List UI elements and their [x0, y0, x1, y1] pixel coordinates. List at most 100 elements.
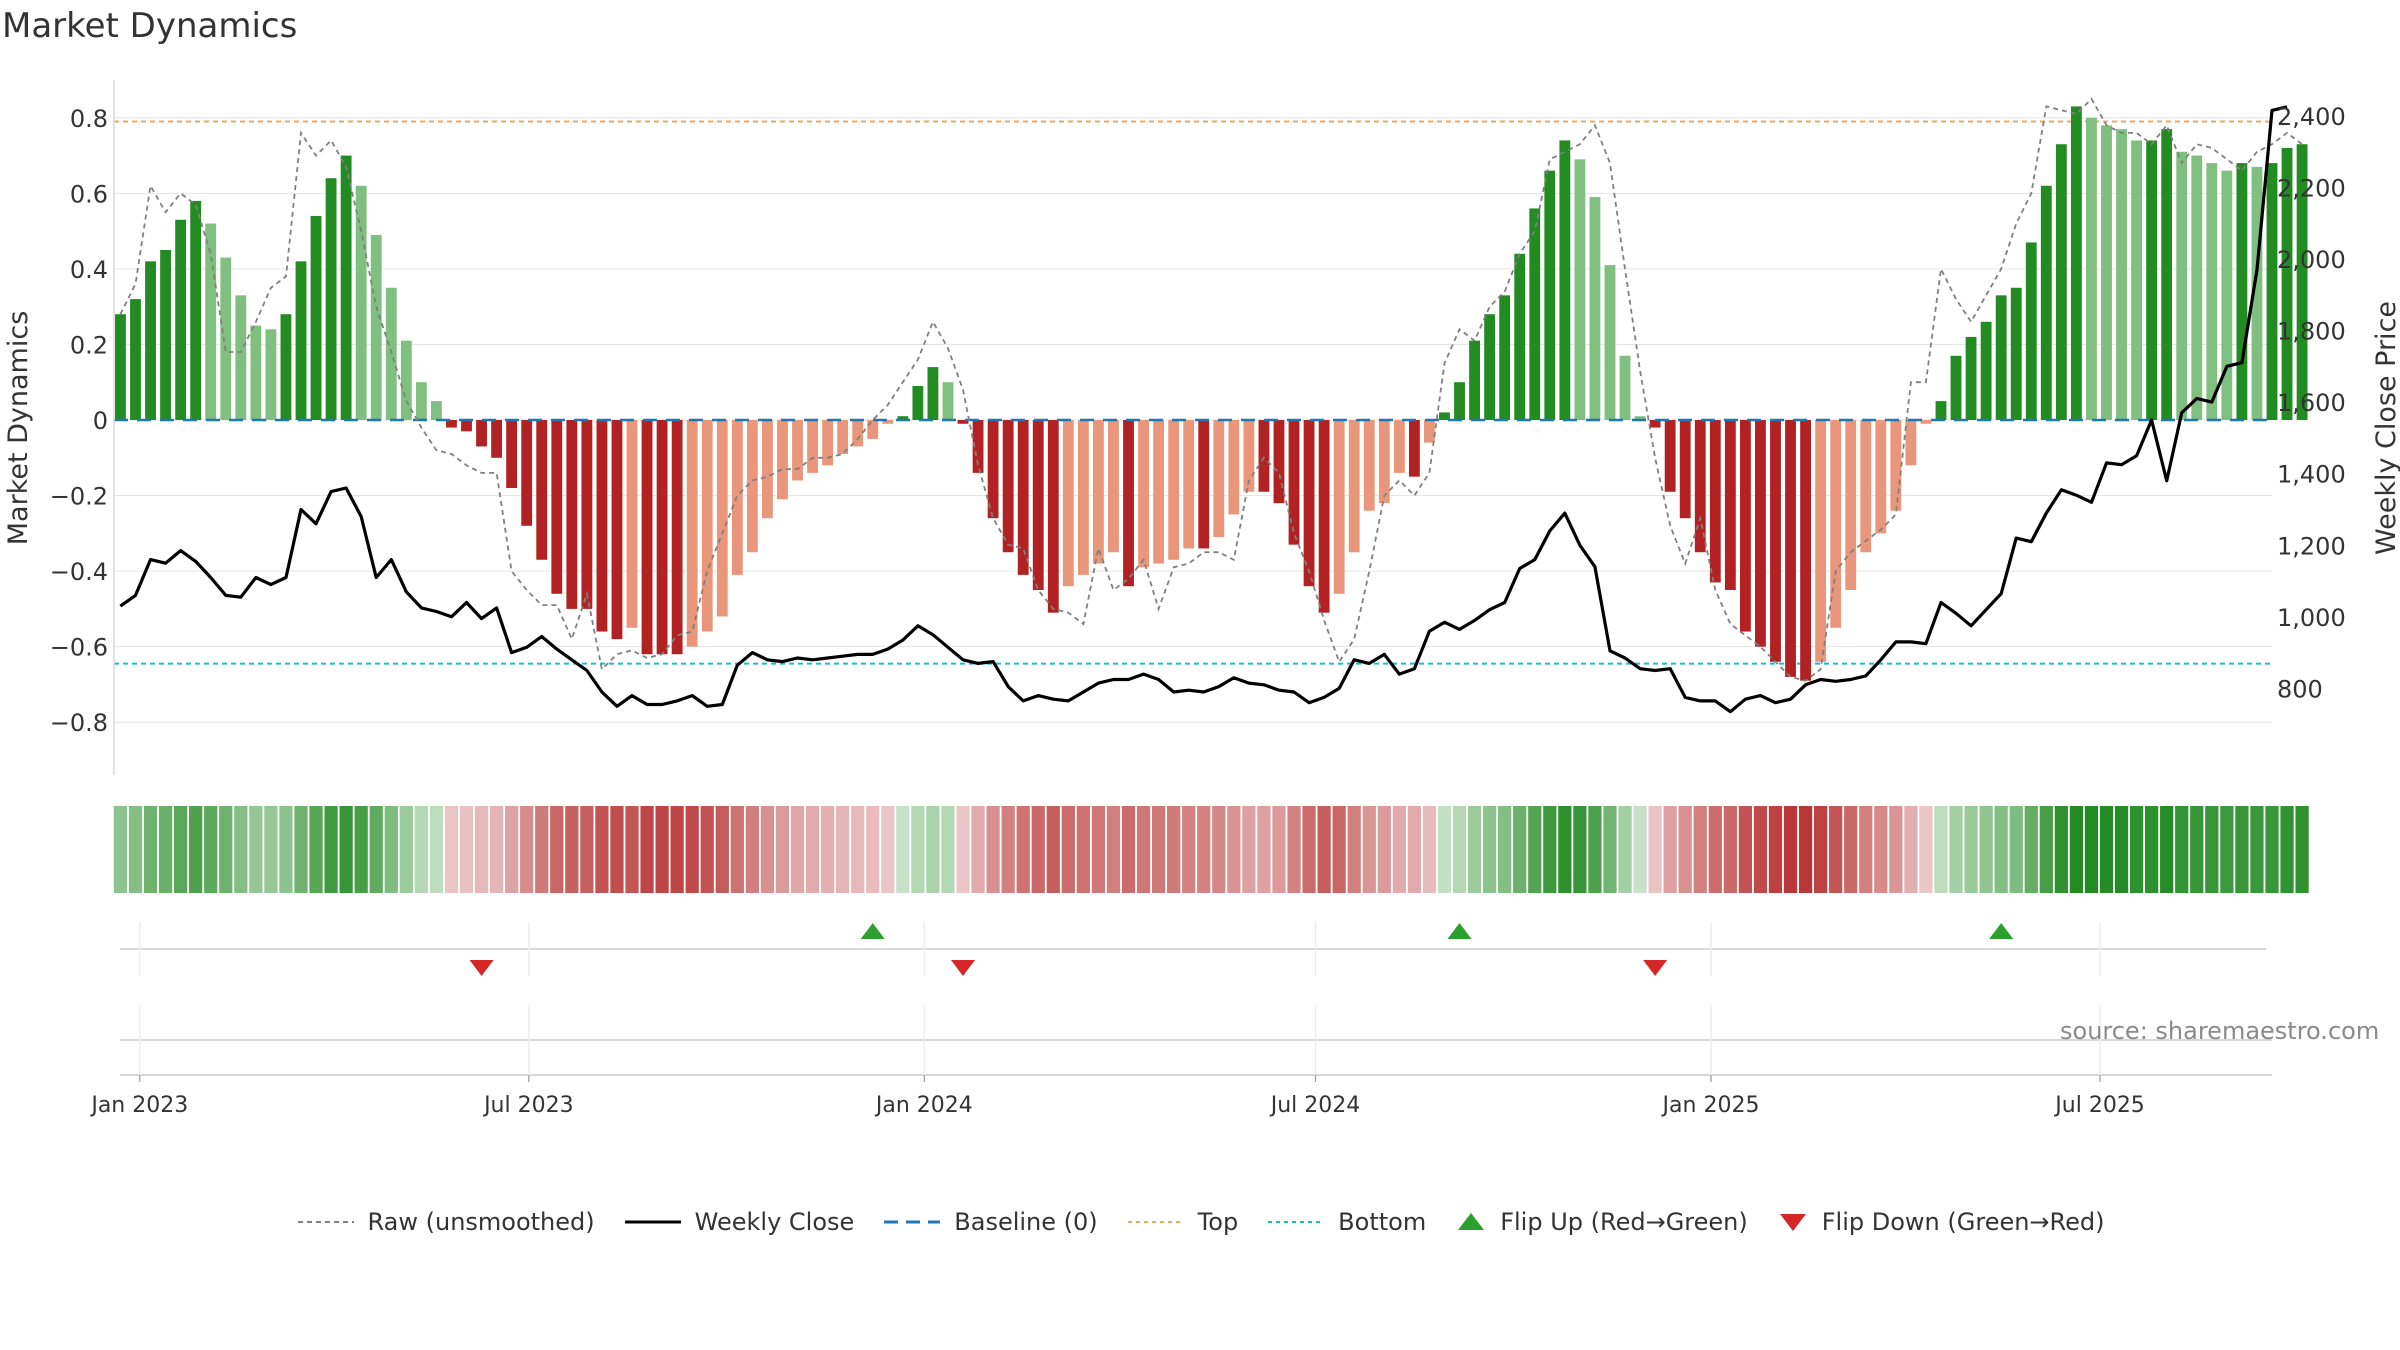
dynamics-bar: [1574, 159, 1586, 421]
legend-item-flip-up: Flip Up (Red→Green): [1454, 1208, 1748, 1236]
regime-cell: [174, 806, 188, 893]
dynamics-bar: [521, 420, 533, 526]
legend-label-bottom: Bottom: [1338, 1208, 1427, 1236]
dynamics-bar: [1288, 420, 1300, 545]
y2-tick-label: 1,600: [2277, 389, 2346, 417]
regime-cell: [565, 806, 579, 893]
regime-cell: [2039, 806, 2053, 893]
regime-cell: [324, 806, 338, 893]
dynamics-bar: [912, 386, 924, 420]
regime-cell: [1528, 806, 1542, 893]
regime-cell: [971, 806, 985, 893]
regime-cell: [459, 806, 474, 893]
regime-cell: [399, 806, 413, 893]
dynamics-bar: [1950, 355, 1962, 420]
legend-item-bottom: Bottom: [1266, 1208, 1426, 1236]
legend: Raw (unsmoothed) Weekly Close Baseline (…: [0, 1208, 2400, 1236]
dynamics-bar: [2176, 151, 2188, 420]
regime-cell: [1377, 806, 1391, 893]
dynamics-bar: [2236, 163, 2248, 420]
dynamics-bar: [265, 329, 277, 420]
dynamics-bar: [506, 420, 518, 488]
regime-cell: [1482, 806, 1497, 893]
dynamics-bar: [340, 155, 352, 421]
dynamics-bar: [1017, 420, 1029, 575]
regime-cell: [1332, 806, 1346, 893]
dynamics-bar: [1378, 420, 1390, 504]
regime-cell: [2295, 806, 2309, 893]
regime-cell: [1693, 806, 1707, 893]
dynamics-bar: [1363, 420, 1375, 511]
regime-cell: [1167, 806, 1181, 893]
regime-cell: [2084, 806, 2099, 893]
y-tick-label: 0.6: [70, 180, 108, 208]
regime-cell: [128, 806, 143, 893]
regime-cell: [414, 806, 428, 893]
regime-cell: [1392, 806, 1406, 893]
regime-cell: [1121, 806, 1136, 893]
dynamics-bar: [2010, 287, 2022, 420]
regime-cell: [1768, 806, 1783, 893]
regime-cell: [1317, 806, 1331, 893]
regime-cell: [2265, 806, 2279, 893]
regime-cell: [866, 806, 880, 893]
regime-cell: [444, 806, 459, 893]
y-tick-label: 0: [93, 407, 108, 435]
regime-cell: [760, 806, 775, 893]
dynamics-bar: [1905, 420, 1917, 466]
regime-cell: [851, 806, 865, 893]
y2-tick-label: 1,800: [2277, 318, 2346, 346]
legend-label-raw: Raw (unsmoothed): [367, 1208, 595, 1236]
regime-cell: [986, 806, 1000, 893]
x-tick-label: Jan 2024: [874, 1093, 973, 1118]
dynamics-bar: [446, 420, 457, 428]
dynamics-bar: [1393, 420, 1405, 473]
regime-cell: [1242, 806, 1256, 893]
regime-cell: [595, 806, 609, 893]
dynamics-bar: [1123, 420, 1134, 587]
dynamics-bar: [2221, 170, 2233, 420]
regime-cell: [1272, 806, 1286, 893]
y2-tick-label: 800: [2277, 675, 2323, 703]
dynamics-bar: [1770, 420, 1781, 662]
flip-down-marker: [951, 960, 976, 976]
regime-cell: [1422, 806, 1437, 893]
y-tick-label: −0.4: [50, 558, 108, 586]
dynamics-bar: [1439, 412, 1450, 420]
raw-series: [119, 97, 2303, 682]
close-line-icon: [624, 1220, 681, 1224]
dynamics-bar: [566, 420, 578, 609]
dynamics-bar: [1198, 420, 1210, 549]
regime-cell: [113, 806, 128, 893]
dynamics-bar: [385, 287, 397, 420]
regime-cell: [1588, 806, 1602, 893]
dynamics-bar: [882, 420, 894, 424]
dynamics-bar: [2086, 117, 2097, 421]
dynamics-bar: [716, 420, 728, 617]
dynamics-bar: [1499, 295, 1511, 420]
dynamics-bar: [250, 325, 262, 420]
y2-tick-label: 2,200: [2277, 174, 2346, 202]
y2-axis-label: Weekly Close Price: [2371, 301, 2400, 555]
dynamics-bar: [1047, 420, 1059, 613]
regime-cell: [1859, 806, 1873, 893]
dynamics-bar: [2266, 163, 2278, 420]
regime-cell: [1648, 806, 1662, 893]
regime-cell: [685, 806, 699, 893]
regime-cell: [189, 806, 203, 893]
regime-cell: [1904, 806, 1918, 893]
regime-cell: [1257, 806, 1271, 893]
regime-cell: [730, 806, 744, 893]
regime-cell: [1197, 806, 1211, 893]
dynamics-bar: [701, 420, 713, 632]
top-line-icon: [1127, 1221, 1184, 1223]
dynamics-bar: [2025, 242, 2037, 420]
dynamics-bar: [1544, 170, 1556, 420]
x-tick-label: Jan 2023: [89, 1093, 188, 1118]
dynamics-bar: [807, 420, 818, 473]
dynamics-bar: [1138, 420, 1149, 568]
dynamics-bar: [235, 295, 247, 420]
dynamics-bar: [1860, 420, 1872, 553]
dynamics-bar: [1424, 420, 1435, 443]
regime-cell: [1302, 806, 1316, 893]
